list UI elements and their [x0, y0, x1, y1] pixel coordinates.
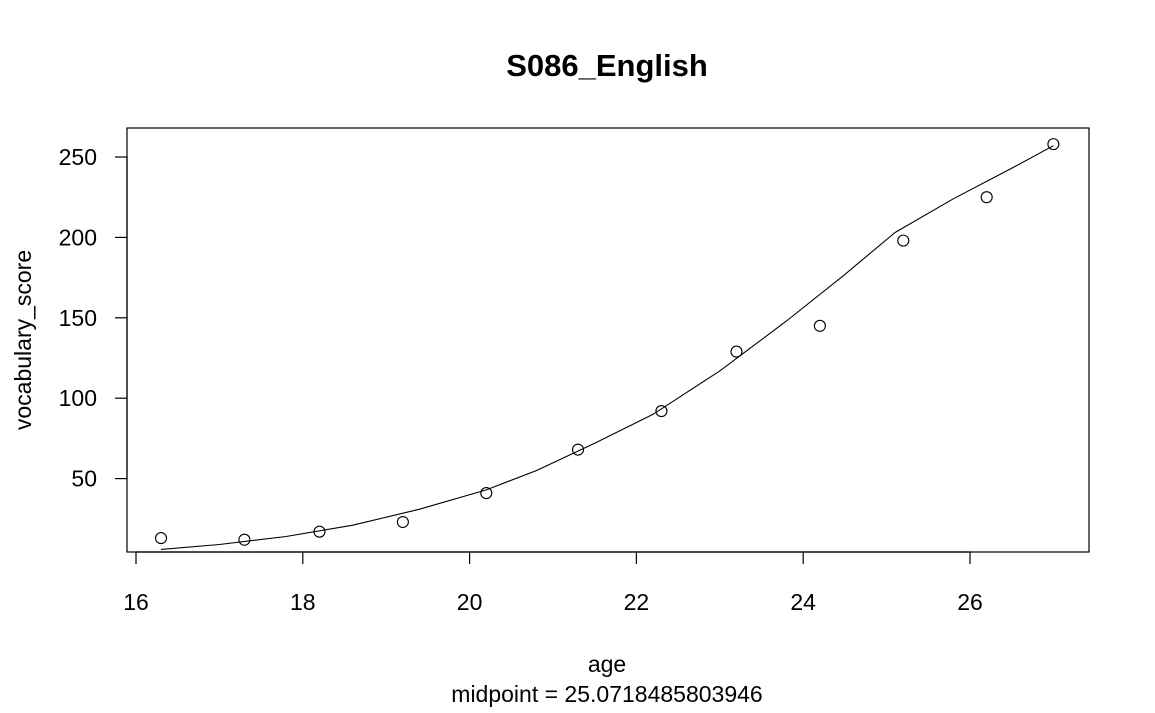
data-point: [313, 525, 326, 538]
plot-frame: [126, 127, 1090, 553]
data-point: [396, 515, 409, 529]
data-points-layer: [154, 138, 1060, 546]
x-tick-label: 18: [290, 589, 316, 615]
x-tick-label: 24: [790, 589, 816, 615]
x-axis-label: age: [588, 651, 626, 677]
x-tick-label: 16: [123, 589, 149, 615]
fitted-curve-layer: [160, 145, 1054, 550]
data-point: [238, 533, 251, 546]
fitted-curve: [160, 145, 1054, 550]
y-tick-label: 250: [59, 144, 97, 170]
data-point: [571, 443, 585, 456]
data-point: [980, 191, 993, 204]
data-point: [655, 405, 668, 418]
chart-subtitle: midpoint = 25.0718485803946: [451, 681, 762, 707]
data-point: [154, 532, 168, 545]
data-point: [1047, 138, 1060, 151]
y-tick-label: 100: [59, 385, 97, 411]
y-tick-label: 150: [59, 305, 97, 331]
x-tick-label: 20: [457, 589, 483, 615]
data-point: [813, 319, 826, 332]
y-tick-label: 200: [59, 224, 97, 250]
data-point: [480, 487, 493, 500]
x-axis: 16 18 20 22 24 26: [123, 551, 983, 615]
data-point: [897, 234, 910, 247]
x-tick-label: 22: [624, 589, 650, 615]
y-axis-label: vocabulary_score: [10, 250, 36, 430]
data-point: [730, 345, 743, 358]
y-tick-label: 50: [71, 466, 97, 492]
chart-title: S086_English: [506, 48, 708, 83]
x-tick-label: 26: [957, 589, 983, 615]
y-axis: 50 100 150 200 250: [59, 144, 128, 492]
